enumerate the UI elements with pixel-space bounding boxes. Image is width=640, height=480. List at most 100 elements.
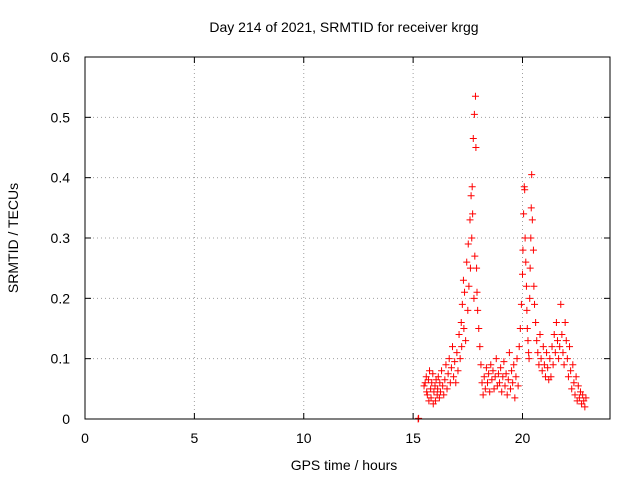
data-point <box>533 337 541 345</box>
data-point <box>435 394 443 402</box>
data-point <box>427 385 435 393</box>
data-point <box>517 300 525 308</box>
data-point <box>543 349 551 357</box>
data-point <box>474 306 482 314</box>
data-point <box>430 388 438 396</box>
data-point <box>457 318 465 326</box>
data-point <box>525 349 533 357</box>
data-point <box>516 325 524 332</box>
data-point <box>431 397 439 405</box>
data-point <box>514 382 522 390</box>
data-point <box>531 300 539 308</box>
data-point <box>494 370 502 378</box>
data-point <box>421 379 429 387</box>
y-tick-label: 0.5 <box>51 109 71 125</box>
data-point <box>434 373 442 381</box>
data-point <box>534 349 542 357</box>
y-axis-label: SRMTID / TECUs <box>5 183 21 293</box>
data-point <box>487 361 495 369</box>
data-point <box>451 358 459 366</box>
data-point <box>473 288 481 296</box>
data-point <box>556 343 564 351</box>
data-point <box>530 282 538 290</box>
y-tick-label: 0.4 <box>51 170 71 186</box>
data-point <box>423 391 431 399</box>
y-tick-label: 0.6 <box>51 49 71 65</box>
data-point <box>572 373 580 381</box>
data-point <box>569 361 577 369</box>
data-point <box>481 385 489 393</box>
data-point <box>470 110 478 118</box>
x-axis-label: GPS time / hours <box>291 457 398 473</box>
data-point <box>536 331 544 339</box>
data-point <box>555 355 563 363</box>
data-point <box>581 403 589 411</box>
data-point <box>434 385 442 393</box>
x-tick-label: 10 <box>296 430 312 446</box>
y-tick-label: 0.1 <box>51 351 71 367</box>
data-point <box>485 370 493 378</box>
x-tick-label: 20 <box>515 430 531 446</box>
data-point <box>491 373 499 381</box>
data-point <box>427 394 435 402</box>
data-point <box>469 134 477 142</box>
data-point <box>469 210 477 218</box>
x-tick-label: 5 <box>190 430 198 446</box>
data-point <box>499 373 507 381</box>
data-point <box>479 391 487 399</box>
data-point <box>488 376 496 384</box>
data-point <box>505 349 513 357</box>
data-point <box>559 349 567 357</box>
data-point <box>537 355 545 363</box>
y-tick-label: 0.2 <box>51 290 71 306</box>
data-point <box>424 376 432 384</box>
data-point <box>551 349 559 357</box>
data-point <box>442 361 450 369</box>
data-point <box>512 373 520 381</box>
data-point <box>549 361 557 369</box>
data-point <box>582 394 590 402</box>
data-point <box>528 171 536 179</box>
data-point <box>521 186 529 194</box>
data-point <box>466 264 474 272</box>
data-point <box>489 367 497 375</box>
data-point <box>515 343 523 351</box>
data-point <box>497 364 505 372</box>
data-point <box>452 379 460 387</box>
data-point <box>476 343 484 351</box>
data-point <box>463 258 471 266</box>
y-tick-label: 0 <box>62 411 70 427</box>
x-tick-label: 15 <box>405 430 421 446</box>
data-point <box>522 258 530 266</box>
data-point <box>439 382 447 390</box>
data-point <box>444 370 452 378</box>
data-point <box>436 379 444 387</box>
data-point <box>527 204 535 212</box>
data-point <box>453 349 461 357</box>
data-point <box>561 318 569 326</box>
data-point <box>436 388 444 396</box>
data-point <box>420 382 428 390</box>
data-point <box>450 373 458 381</box>
data-point <box>504 376 512 384</box>
data-point <box>484 379 491 387</box>
data-points <box>414 92 590 423</box>
data-point <box>477 361 485 369</box>
data-point <box>522 282 530 290</box>
data-point <box>438 367 446 375</box>
data-point <box>461 288 469 296</box>
data-point <box>502 370 510 378</box>
data-point <box>547 373 555 381</box>
data-point <box>467 192 475 200</box>
y-tick-labels: 0 0.1 0.2 0.3 0.4 0.5 0.6 <box>51 49 71 427</box>
data-point <box>473 264 481 272</box>
data-point <box>532 318 540 326</box>
data-point <box>468 183 476 191</box>
data-point <box>524 337 532 345</box>
data-point <box>426 367 434 375</box>
data-point <box>550 331 558 339</box>
data-point <box>503 391 511 399</box>
data-point <box>567 367 575 375</box>
data-point <box>508 367 516 375</box>
